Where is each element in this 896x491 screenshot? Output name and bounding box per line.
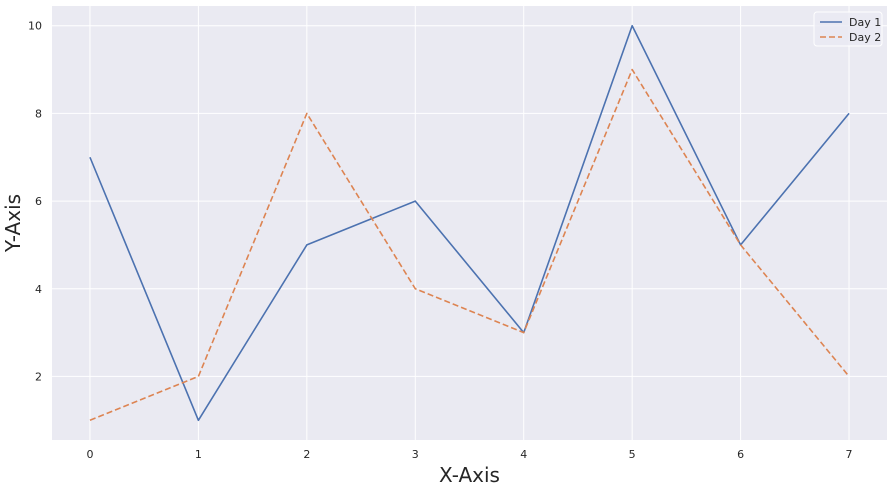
- legend-label: Day 2: [849, 31, 881, 44]
- y-tick-label: 8: [35, 107, 42, 120]
- x-tick-label: 7: [846, 448, 853, 461]
- plot-background: [52, 6, 887, 440]
- series-line-1: [89, 24, 850, 422]
- series-lines: [89, 24, 850, 422]
- x-tick-label: 4: [520, 448, 527, 461]
- legend: Day 1 Day 2: [813, 11, 883, 47]
- y-tick-label: 4: [35, 283, 42, 296]
- x-tick-label: 1: [195, 448, 202, 461]
- y-axis-label: Y-Axis: [1, 194, 25, 253]
- x-tick-label: 3: [412, 448, 419, 461]
- y-tick-label: 10: [28, 20, 42, 33]
- y-tick-label: 6: [35, 195, 42, 208]
- y-tick-labels: 2 4 6 8 10: [28, 20, 42, 384]
- x-tick-labels: 0 1 2 3 4 5 6 7: [86, 448, 852, 461]
- x-tick-label: 6: [737, 448, 744, 461]
- series-line-2: [89, 68, 850, 422]
- x-tick-label: 2: [303, 448, 310, 461]
- y-tick-label: 2: [35, 370, 42, 383]
- x-tick-label: 0: [86, 448, 93, 461]
- x-axis-label: X-Axis: [439, 463, 500, 487]
- gridlines: [52, 6, 887, 440]
- legend-label: Day 1: [849, 16, 881, 29]
- x-tick-label: 5: [629, 448, 636, 461]
